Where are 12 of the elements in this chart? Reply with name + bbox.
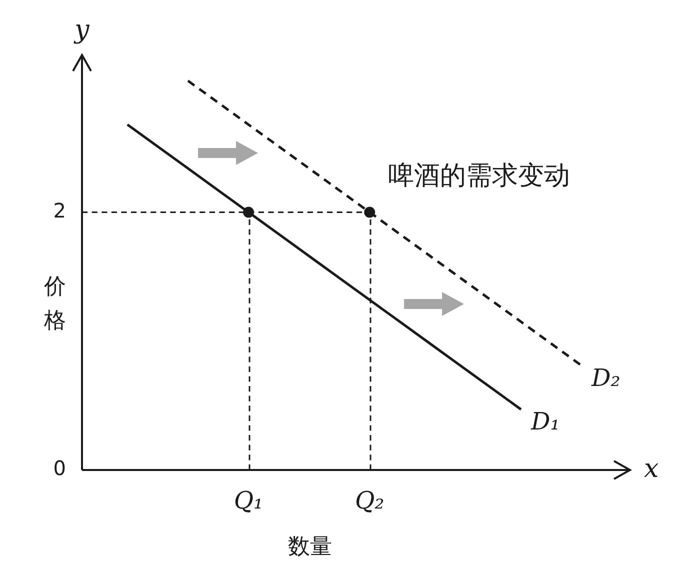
y-tick-label: 0 xyxy=(53,456,66,480)
text: 啤酒的需求变动 xyxy=(388,160,570,191)
y-axis-title: 价格 xyxy=(43,274,66,334)
line-series xyxy=(186,80,583,367)
y-tick-label: 2 xyxy=(53,198,66,222)
text: x xyxy=(644,454,659,484)
x-tick-label: Q₂ xyxy=(354,486,384,515)
text: y xyxy=(74,14,90,45)
series-label: D₂ xyxy=(590,364,620,392)
x-axis-title: 数量 xyxy=(288,534,332,560)
x-tick-label: Q₁ xyxy=(234,486,264,515)
series-label: D₁ xyxy=(530,408,560,436)
